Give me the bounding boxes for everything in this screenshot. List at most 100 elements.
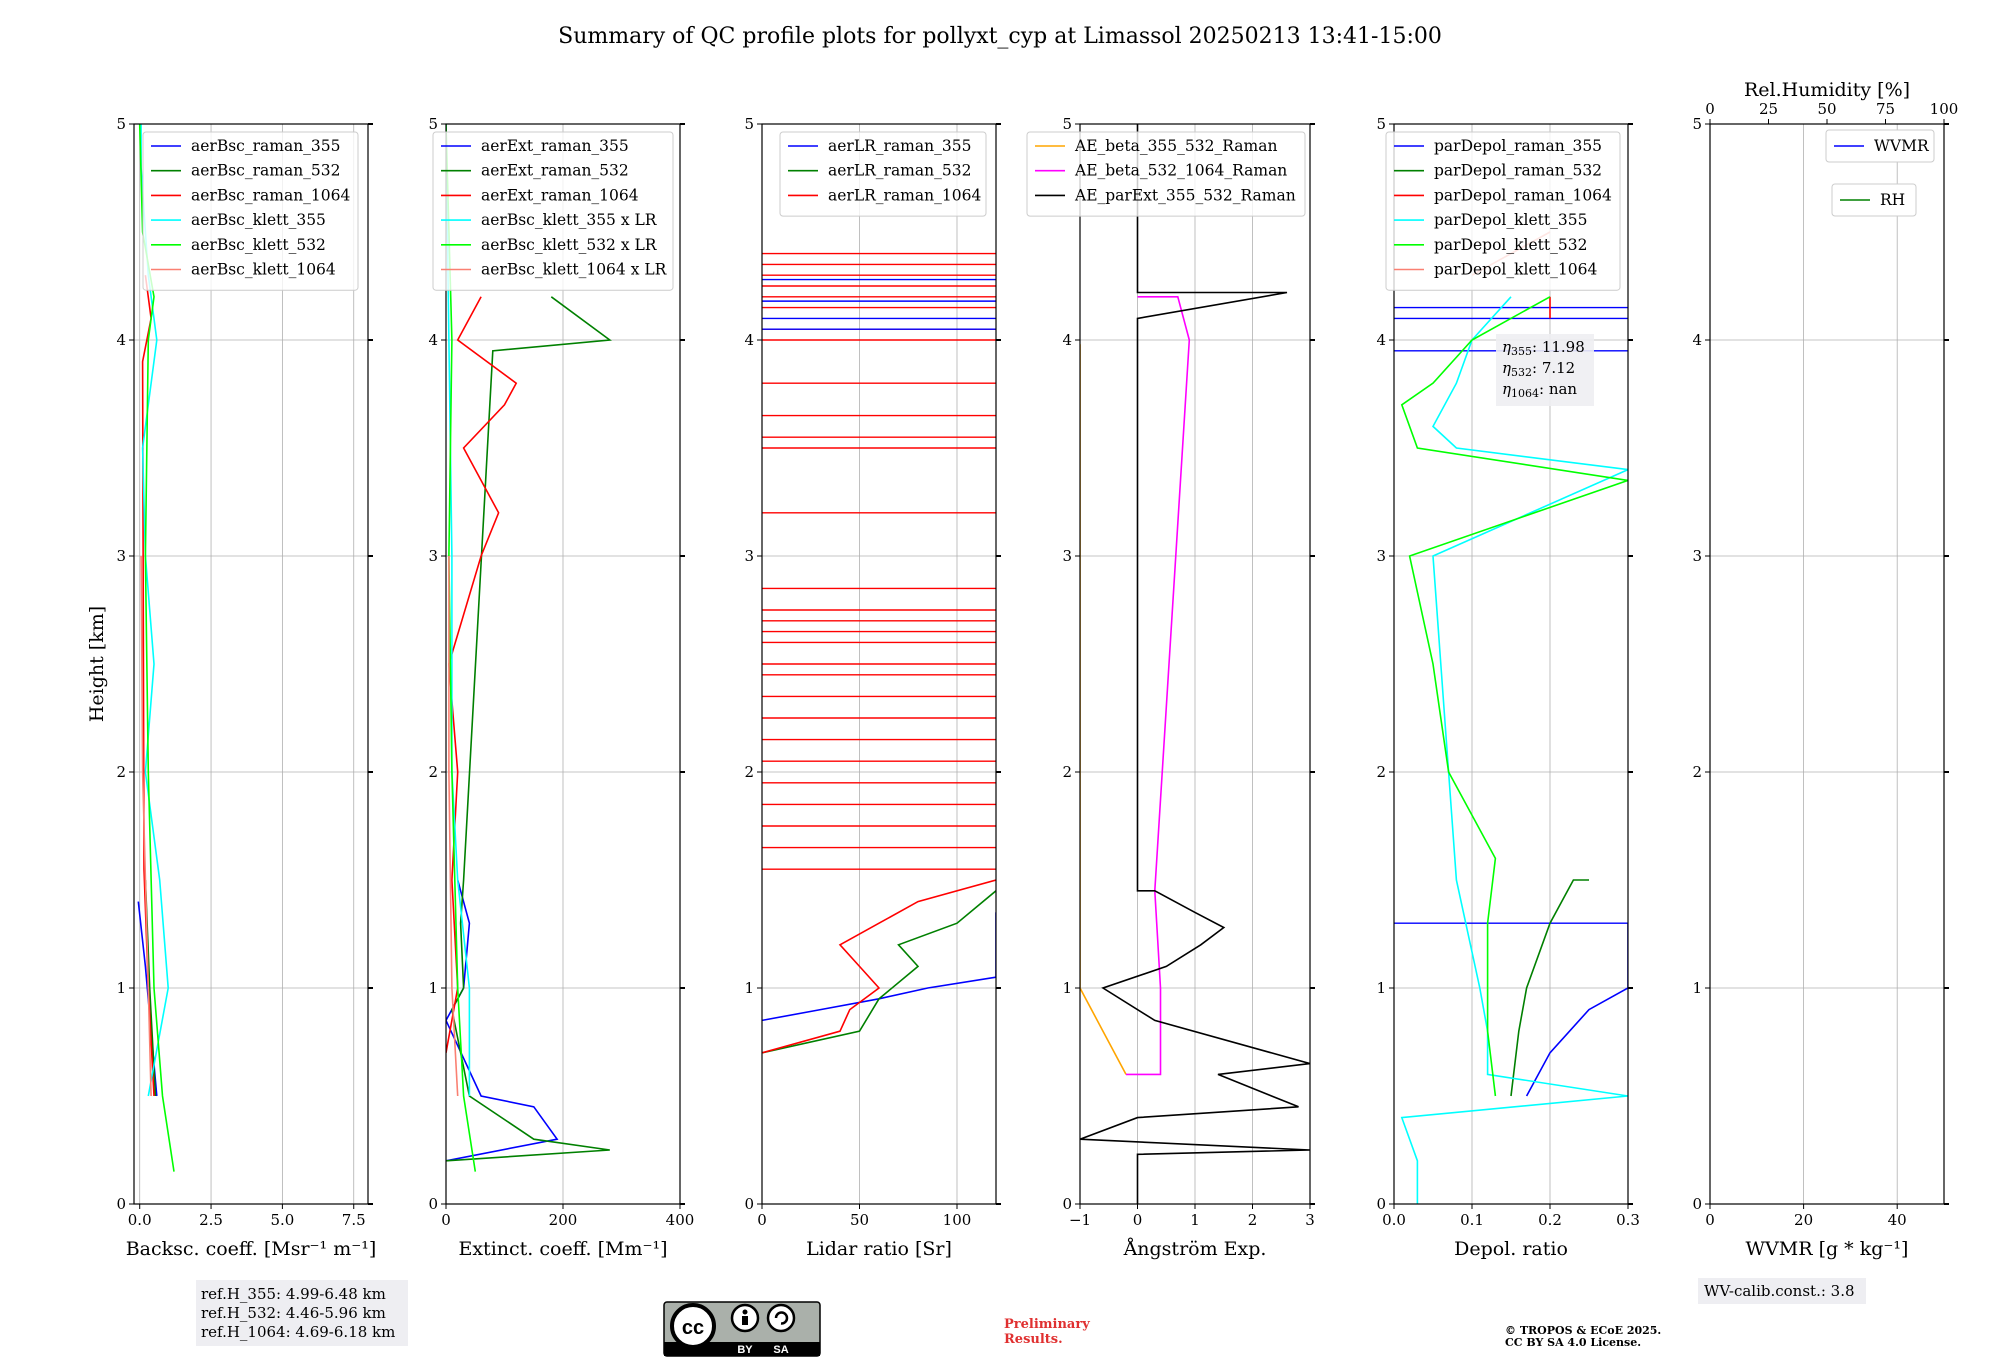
x-axis-label: Ångström Exp. (1123, 1238, 1267, 1260)
panel-depol: 0.0 0.1 0.2 0.3 0 1 2 3 4 5 Depol. ratio parDepol_r… (1376, 115, 1639, 1260)
ref-height-532: ref.H_532: 4.46-5.96 km (201, 1304, 386, 1322)
x-axis-label: Extinct. coeff. [Mm⁻¹] (458, 1238, 667, 1260)
svg-text:cc: cc (682, 1317, 704, 1339)
top-x-tick-label: 0 (1705, 100, 1715, 118)
legend-label: RH (1880, 191, 1905, 209)
legend-label: WVMR (1874, 137, 1930, 155)
y-tick-label: 2 (1062, 763, 1072, 781)
y-tick-label: 2 (1376, 763, 1386, 781)
plot-area-lr (762, 252, 996, 1054)
cc-icon (670, 1303, 716, 1349)
legend-label: AE_beta_355_532_Raman (1074, 137, 1277, 155)
x-tick-label: 0 (757, 1211, 767, 1229)
sa-icon (766, 1303, 796, 1333)
x-tick-label: 20 (1794, 1211, 1813, 1229)
y-tick-label: 5 (1692, 115, 1702, 133)
plot-area-ext (446, 124, 612, 1172)
legend-label: aerExt_raman_355 (481, 137, 629, 155)
legend-label: aerLR_raman_355 (828, 137, 971, 155)
series-parDepol_raman_355 (1525, 923, 1628, 1097)
series-aerExt_raman_532 (446, 296, 612, 1162)
legend-rh: RH (1831, 183, 1917, 217)
axes-frame (1709, 123, 1945, 1205)
y-tick-label: 0 (428, 1195, 438, 1213)
y-tick-label: 5 (116, 115, 126, 133)
x-tick-label: 1 (1190, 1211, 1200, 1229)
y-tick-label: 0 (1062, 1195, 1072, 1213)
series-aerExt_raman_1064 (446, 296, 518, 1053)
legend-depol: parDepol_raman_355 parDepol_raman_532 parD… (1385, 131, 1621, 291)
y-tick-label: 1 (1062, 979, 1072, 997)
y-tick-label: 3 (116, 547, 126, 565)
top-x-tick-label: 50 (1817, 100, 1836, 118)
y-tick-label: 0 (1376, 1195, 1386, 1213)
by-label: BY (737, 1344, 753, 1356)
legend-ae: AE_beta_355_532_Raman AE_beta_532_1064_Ra… (1026, 131, 1306, 217)
axes-frame (133, 123, 369, 1205)
legend-ext: aerExt_raman_355 aerExt_raman_532 aerExt_r… (432, 131, 674, 291)
y-tick-label: 5 (1062, 115, 1072, 133)
legend-label: aerBsc_raman_532 (191, 162, 341, 180)
x-axis-label: WVMR [g * kg⁻¹] (1746, 1238, 1909, 1260)
wv-calib-box: WV-calib.const.: 3.8 (1698, 1278, 1866, 1304)
legend-lr: aerLR_raman_355 aerLR_raman_532 aerLR_rama… (779, 131, 987, 217)
y-tick-label: 1 (1376, 979, 1386, 997)
y-tick-label: 2 (116, 763, 126, 781)
wv-calib-box-bg (1698, 1278, 1866, 1304)
y-tick-label: 0 (1692, 1195, 1702, 1213)
y-tick-label: 3 (1062, 547, 1072, 565)
x-tick-label: 400 (666, 1211, 695, 1229)
preliminary-line2: Results. (1004, 1332, 1063, 1347)
ref-height-box: ref.H_355: 4.99-6.48 km ref.H_532: 4.46-… (196, 1280, 408, 1346)
series-parDepol_raman_532 (1510, 879, 1589, 1097)
legend-label: AE_beta_532_1064_Raman (1074, 162, 1287, 180)
legend-label: aerBsc_klett_1064 x LR (481, 261, 668, 279)
y-tick-label: 1 (1692, 979, 1702, 997)
x-tick-label: 40 (1888, 1211, 1907, 1229)
legend-label: aerExt_raman_1064 (481, 186, 639, 204)
y-tick-label: 1 (744, 979, 754, 997)
x-tick-label: 50 (850, 1211, 869, 1229)
legend-label: aerBsc_klett_355 x LR (481, 211, 658, 229)
legend-label: aerBsc_klett_1064 (191, 261, 336, 279)
eta-value-1064: η1064: nan (1502, 380, 1577, 400)
y-tick-label: 5 (744, 115, 754, 133)
top-x-tick-label: 100 (1930, 100, 1959, 118)
legend-bsc: aerBsc_raman_355 aerBsc_raman_532 aerBsc_r… (142, 131, 359, 291)
legend-label: parDepol_raman_532 (1434, 162, 1602, 180)
x-tick-label: 0 (1705, 1211, 1715, 1229)
y-tick-label: 1 (428, 979, 438, 997)
copyright-line1: © TROPOS & ECoE 2025. (1505, 1324, 1661, 1337)
y-tick-label: 1 (116, 979, 126, 997)
legend-label: aerExt_raman_532 (481, 162, 629, 180)
legend-label: aerBsc_klett_532 (191, 236, 326, 254)
series-parDepol_klett_532 (1400, 296, 1628, 1097)
series-aerExt_raman_355 (446, 879, 559, 1162)
series-aerBsc_klett_1064 (140, 555, 152, 1097)
x-tick-label: 0.2 (1538, 1211, 1562, 1229)
x-tick-label: 200 (549, 1211, 578, 1229)
legend-label: parDepol_klett_532 (1434, 236, 1587, 254)
x-tick-label: 2.5 (199, 1211, 223, 1229)
y-tick-label: 2 (744, 763, 754, 781)
plot-area-ae (1080, 124, 1310, 1204)
y-tick-label: 2 (428, 763, 438, 781)
wv-calib-const: WV-calib.const.: 3.8 (1704, 1282, 1855, 1300)
top-x-tick-label: 75 (1876, 100, 1895, 118)
x-axis-label: Depol. ratio (1454, 1238, 1568, 1260)
x-tick-label: 0.0 (1382, 1211, 1406, 1229)
y-tick-label: 4 (428, 331, 438, 349)
y-tick-label: 4 (744, 331, 754, 349)
legend-label: parDepol_raman_1064 (1434, 186, 1612, 204)
eta-value-532: η532: 7.12 (1502, 359, 1575, 379)
legend-label: aerBsc_raman_355 (191, 137, 341, 155)
y-tick-label: 4 (1692, 331, 1702, 349)
series-aerBsc_klett_1064 x LR (448, 556, 459, 1097)
y-tick-label: 3 (1376, 547, 1386, 565)
axes-frame (1393, 123, 1629, 1205)
legend-label: aerBsc_klett_355 (191, 211, 326, 229)
x-tick-label: 7.5 (342, 1211, 366, 1229)
